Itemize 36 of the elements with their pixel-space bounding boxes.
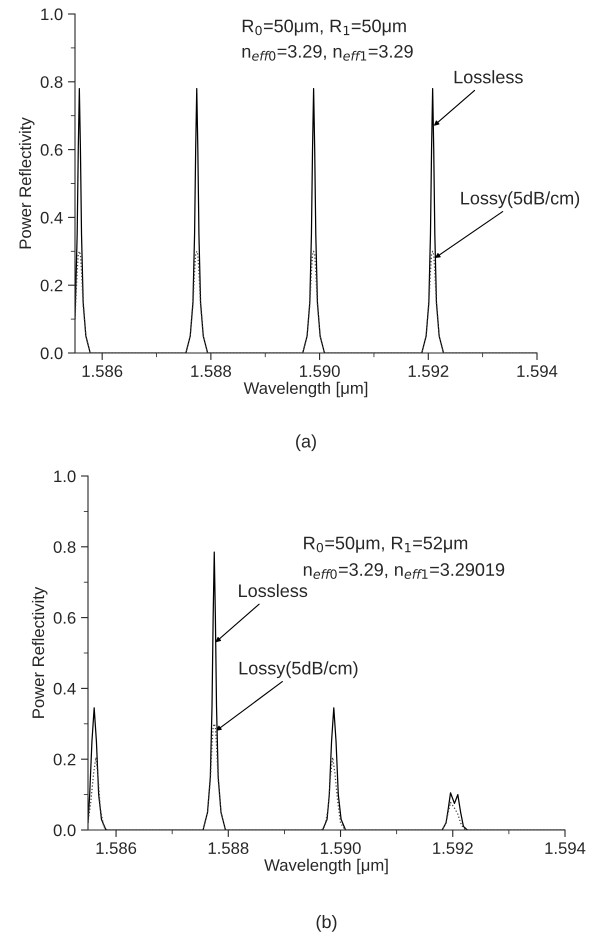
y-tick-label: 0.8 (40, 76, 62, 88)
text: (a) (296, 434, 316, 452)
annotation: n$_{eff0}$=3.29, n$_{eff1}$=3.29019 (304, 563, 504, 579)
x-tick-label: 1.586 (82, 365, 122, 378)
y-tick-label: 0.6 (40, 144, 62, 156)
x-axis-title: Wavelength [μm] (244, 382, 368, 398)
annotation: Lossy(5dB/cm) (240, 661, 358, 678)
y-tick-label: 0.0 (40, 347, 63, 360)
x-axis-title: Wavelength [μm] (264, 858, 388, 874)
y-tick-label: 1.0 (54, 470, 76, 482)
x-tick-label: 1.590 (320, 842, 361, 854)
x-tick-label: 1.588 (208, 842, 248, 854)
x-tick-label: 1.586 (96, 842, 136, 854)
x-tick-label: 1.592 (408, 365, 448, 378)
y-tick-label: 0.2 (40, 280, 62, 292)
x-tick-label: 1.594 (545, 842, 586, 854)
x-tick-label: 1.588 (191, 365, 232, 378)
y-axis-title: Power Reflectivity (32, 586, 48, 718)
y-tick-label: 0.2 (54, 754, 76, 766)
y-tick-label: 0.0 (54, 824, 76, 836)
text: (b) (316, 914, 336, 932)
y-axis-title: Power Reflectivity (18, 117, 34, 248)
annotation: Lossy(5dB/cm) (461, 191, 580, 208)
y-tick-label: 0.6 (54, 612, 76, 624)
x-tick-label: 1.592 (433, 842, 473, 854)
y-tick-label: 0.8 (54, 541, 76, 554)
y-tick-label: 0.4 (40, 212, 63, 224)
annotation: R$_{0}$=50μm, R$_{1}$=50μm (242, 20, 406, 36)
annotation: R$_{0}$=50μm, R$_{1}$=52μm (304, 536, 468, 553)
y-tick-label: 1.0 (41, 8, 63, 20)
annotation: Lossless (454, 70, 523, 84)
annotation: n$_{eff0}$=3.29, n$_{eff1}$=3.29 (242, 44, 413, 61)
x-tick-label: 1.594 (517, 365, 558, 378)
annotation: Lossless (239, 584, 308, 598)
x-tick-label: 1.590 (300, 365, 340, 378)
y-tick-label: 0.4 (54, 682, 76, 695)
